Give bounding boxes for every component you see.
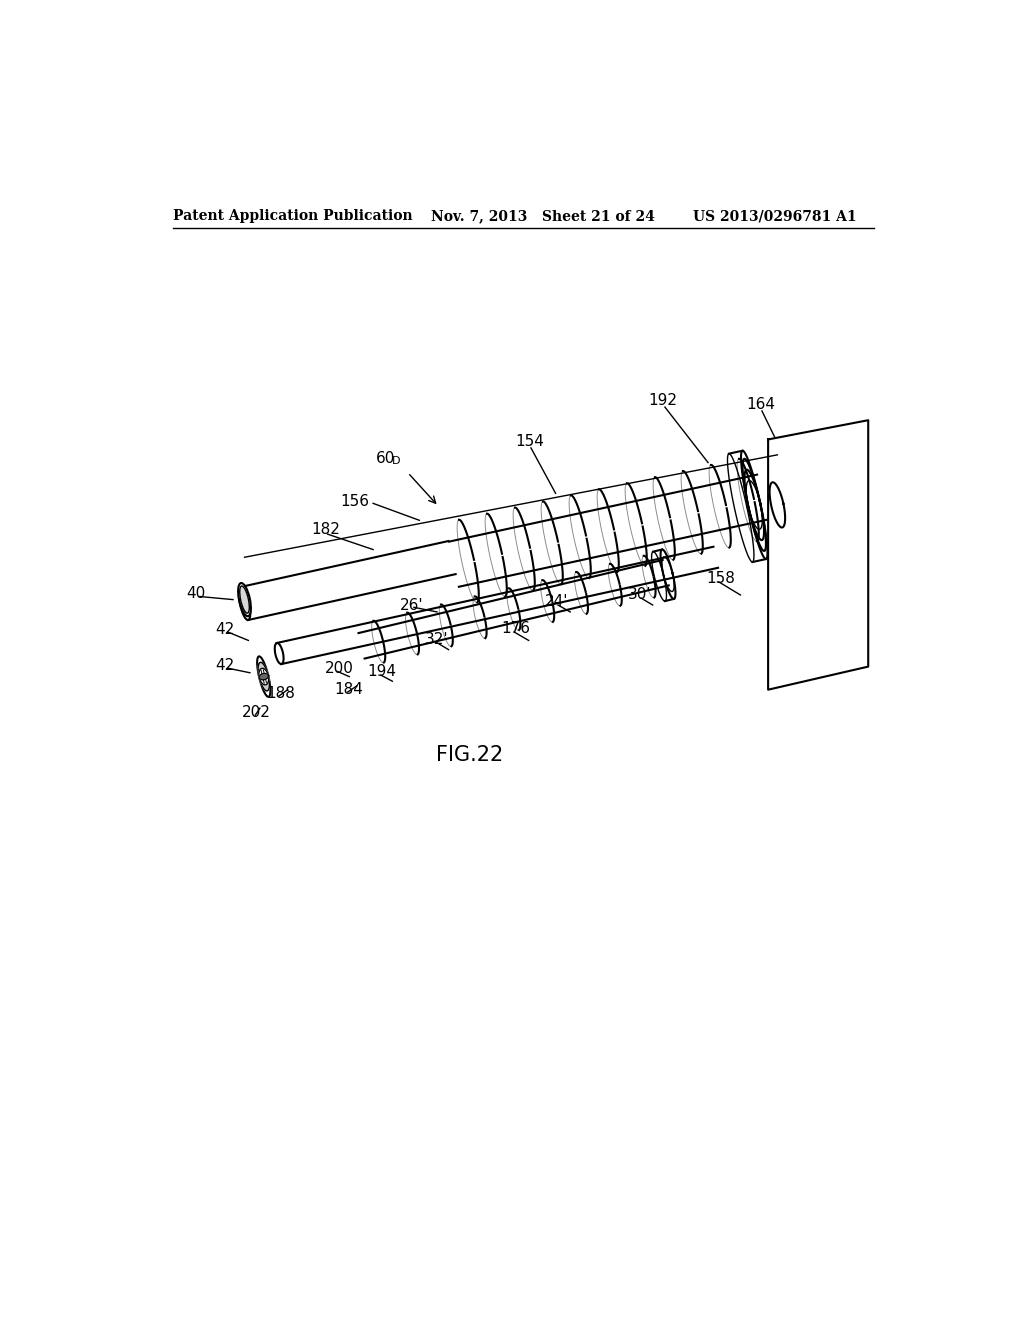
Text: D: D (392, 457, 400, 466)
Polygon shape (259, 668, 268, 685)
Text: Nov. 7, 2013   Sheet 21 of 24: Nov. 7, 2013 Sheet 21 of 24 (431, 209, 654, 223)
Text: 188: 188 (266, 686, 295, 701)
Ellipse shape (239, 587, 250, 620)
Polygon shape (770, 482, 785, 528)
Text: 202: 202 (243, 705, 271, 721)
Text: 26': 26' (400, 598, 424, 612)
Text: 176: 176 (502, 620, 530, 636)
Text: 42: 42 (215, 622, 234, 638)
Text: 42: 42 (215, 657, 234, 673)
Text: 32': 32' (425, 632, 449, 647)
Text: 194: 194 (368, 664, 396, 680)
Polygon shape (768, 420, 868, 689)
Text: Patent Application Publication: Patent Application Publication (173, 209, 413, 223)
Text: FIG.22: FIG.22 (436, 746, 503, 766)
Text: US 2013/0296781 A1: US 2013/0296781 A1 (692, 209, 856, 223)
Text: 164: 164 (746, 397, 775, 412)
Polygon shape (257, 656, 270, 697)
Polygon shape (259, 673, 268, 680)
Text: 182: 182 (311, 521, 340, 537)
Ellipse shape (274, 643, 284, 664)
Text: 154: 154 (515, 434, 545, 449)
Text: 30': 30' (628, 587, 651, 602)
Ellipse shape (239, 583, 251, 616)
Text: 158: 158 (707, 570, 735, 586)
Text: 40: 40 (186, 586, 205, 601)
Text: 184: 184 (335, 682, 364, 697)
Polygon shape (258, 663, 269, 690)
Text: 200: 200 (325, 660, 353, 676)
Text: 24': 24' (545, 594, 568, 610)
Text: 60: 60 (376, 451, 395, 466)
Text: 156: 156 (340, 494, 370, 508)
Text: 192: 192 (648, 393, 677, 408)
Ellipse shape (240, 586, 249, 614)
